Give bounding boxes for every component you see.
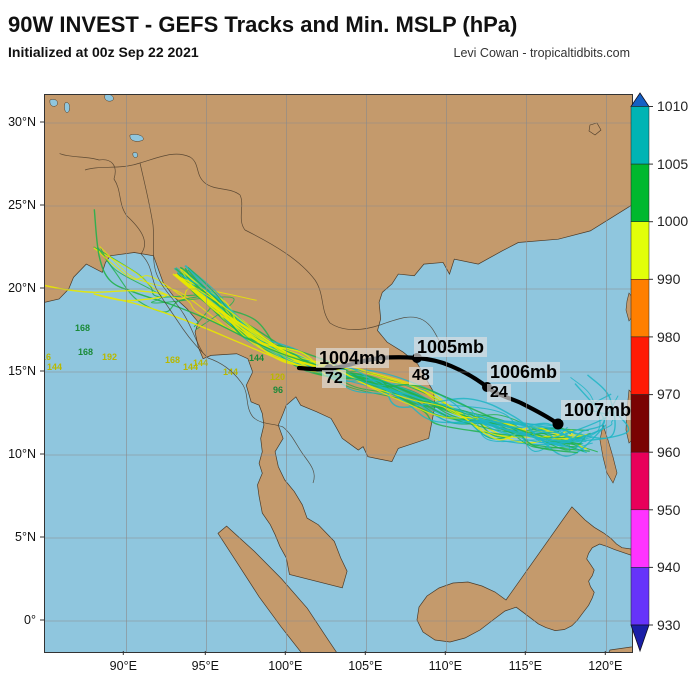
svg-text:1010: 1010 bbox=[657, 98, 688, 114]
svg-text:1005: 1005 bbox=[657, 156, 688, 172]
svg-text:960: 960 bbox=[657, 444, 681, 460]
svg-text:1000: 1000 bbox=[657, 213, 688, 229]
svg-text:970: 970 bbox=[657, 386, 681, 402]
svg-text:980: 980 bbox=[657, 329, 681, 345]
svg-text:990: 990 bbox=[657, 271, 681, 287]
svg-text:950: 950 bbox=[657, 502, 681, 518]
svg-text:930: 930 bbox=[657, 617, 681, 633]
svg-text:940: 940 bbox=[657, 559, 681, 575]
